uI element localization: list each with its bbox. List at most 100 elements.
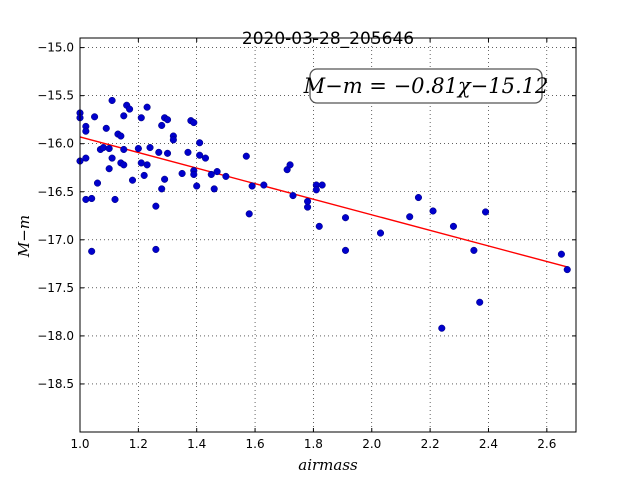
data-point	[178, 169, 186, 178]
data-point	[163, 149, 172, 157]
x-tick-label: 1.2	[129, 437, 148, 451]
data-point	[155, 148, 163, 156]
data-point	[163, 116, 172, 124]
data-point	[143, 103, 151, 111]
data-point	[260, 181, 268, 189]
data-point	[143, 161, 151, 169]
data-point	[120, 112, 128, 120]
data-point	[102, 124, 110, 132]
data-point	[470, 246, 478, 254]
fit-line	[79, 136, 568, 268]
data-point	[557, 250, 565, 258]
fit-equation: M−m = −0.81χ−15.12	[303, 74, 549, 98]
data-point	[201, 154, 210, 162]
data-point	[152, 245, 160, 253]
y-tick-label: −18.5	[37, 377, 74, 391]
x-tick-label: 1.8	[304, 437, 323, 451]
data-point	[210, 185, 218, 193]
x-axis-label: airmass	[298, 456, 358, 474]
y-tick-label: −17.5	[37, 281, 74, 295]
x-tick-label: 1.0	[70, 437, 89, 451]
data-point	[315, 222, 323, 230]
data-point	[140, 171, 148, 179]
data-point	[190, 170, 198, 179]
annotation-frame	[309, 68, 543, 104]
data-point	[312, 186, 320, 194]
x-tick-label: 1.6	[246, 437, 265, 451]
data-point	[245, 210, 253, 218]
data-point	[406, 213, 414, 221]
chart-title: 2020-03-28_205646	[242, 29, 414, 49]
x-tick-label: 2.0	[362, 437, 381, 451]
data-point	[137, 114, 145, 122]
axis-ticks: 1.0 1.2 1.4 1.6 1.8 2.0 2.2 2.4 2.6 −15.0 −15.5 −16…	[37, 38, 576, 451]
data-point	[318, 181, 326, 189]
data-point	[289, 192, 297, 200]
data-point	[376, 229, 385, 237]
data-point	[88, 247, 96, 255]
x-tick-label: 2.6	[537, 437, 556, 451]
data-point	[146, 144, 154, 152]
data-point	[120, 161, 128, 169]
data-point	[158, 121, 166, 129]
data-point	[99, 144, 107, 152]
y-tick-label: −16.5	[37, 185, 74, 199]
data-point	[158, 185, 166, 193]
data-point	[196, 151, 204, 159]
data-point	[286, 161, 294, 169]
data-point	[117, 132, 125, 140]
data-point	[563, 266, 571, 274]
y-axis-label: M−m	[15, 215, 33, 258]
data-point	[91, 113, 99, 121]
data-point	[222, 172, 230, 180]
data-point	[120, 145, 128, 154]
data-point	[193, 182, 201, 190]
data-point	[429, 207, 437, 215]
data-point	[248, 182, 256, 190]
data-point	[304, 197, 312, 205]
data-point	[207, 170, 215, 179]
fit-annotation-box: M−m = −0.81χ−15.12	[303, 68, 549, 104]
fit-line-layer	[79, 136, 568, 268]
data-point	[414, 193, 422, 202]
data-points	[76, 96, 571, 332]
data-point	[196, 139, 204, 147]
data-point	[190, 119, 198, 127]
data-point	[476, 298, 484, 306]
y-tick-label: −15.0	[37, 41, 74, 55]
y-tick-label: −16.0	[37, 137, 74, 151]
data-point	[341, 246, 350, 254]
data-point	[105, 165, 113, 173]
data-point	[126, 105, 134, 113]
data-point	[449, 222, 458, 230]
x-tick-label: 2.2	[421, 437, 440, 451]
y-tick-label: −18.0	[37, 329, 74, 343]
data-point	[341, 214, 350, 222]
data-point	[482, 208, 490, 216]
data-point	[93, 179, 102, 187]
data-point	[184, 148, 192, 156]
data-point	[161, 175, 169, 183]
data-point	[105, 144, 113, 153]
data-point	[242, 152, 250, 160]
data-point	[128, 176, 137, 184]
data-point	[82, 127, 90, 135]
plot-frame	[79, 37, 577, 433]
data-point	[438, 324, 446, 332]
grid	[79, 38, 576, 432]
data-point	[108, 96, 116, 105]
data-point	[134, 144, 142, 153]
x-tick-label: 1.4	[187, 437, 206, 451]
y-tick-label: −17.0	[37, 233, 74, 247]
data-point	[82, 154, 90, 162]
data-point	[88, 194, 96, 203]
data-point	[213, 168, 221, 176]
data-point	[152, 202, 160, 210]
data-point	[82, 195, 90, 203]
x-tick-label: 2.4	[479, 437, 498, 451]
data-point	[108, 154, 116, 162]
data-point	[169, 136, 177, 144]
data-point	[111, 195, 119, 203]
y-tick-label: −15.5	[37, 89, 74, 103]
